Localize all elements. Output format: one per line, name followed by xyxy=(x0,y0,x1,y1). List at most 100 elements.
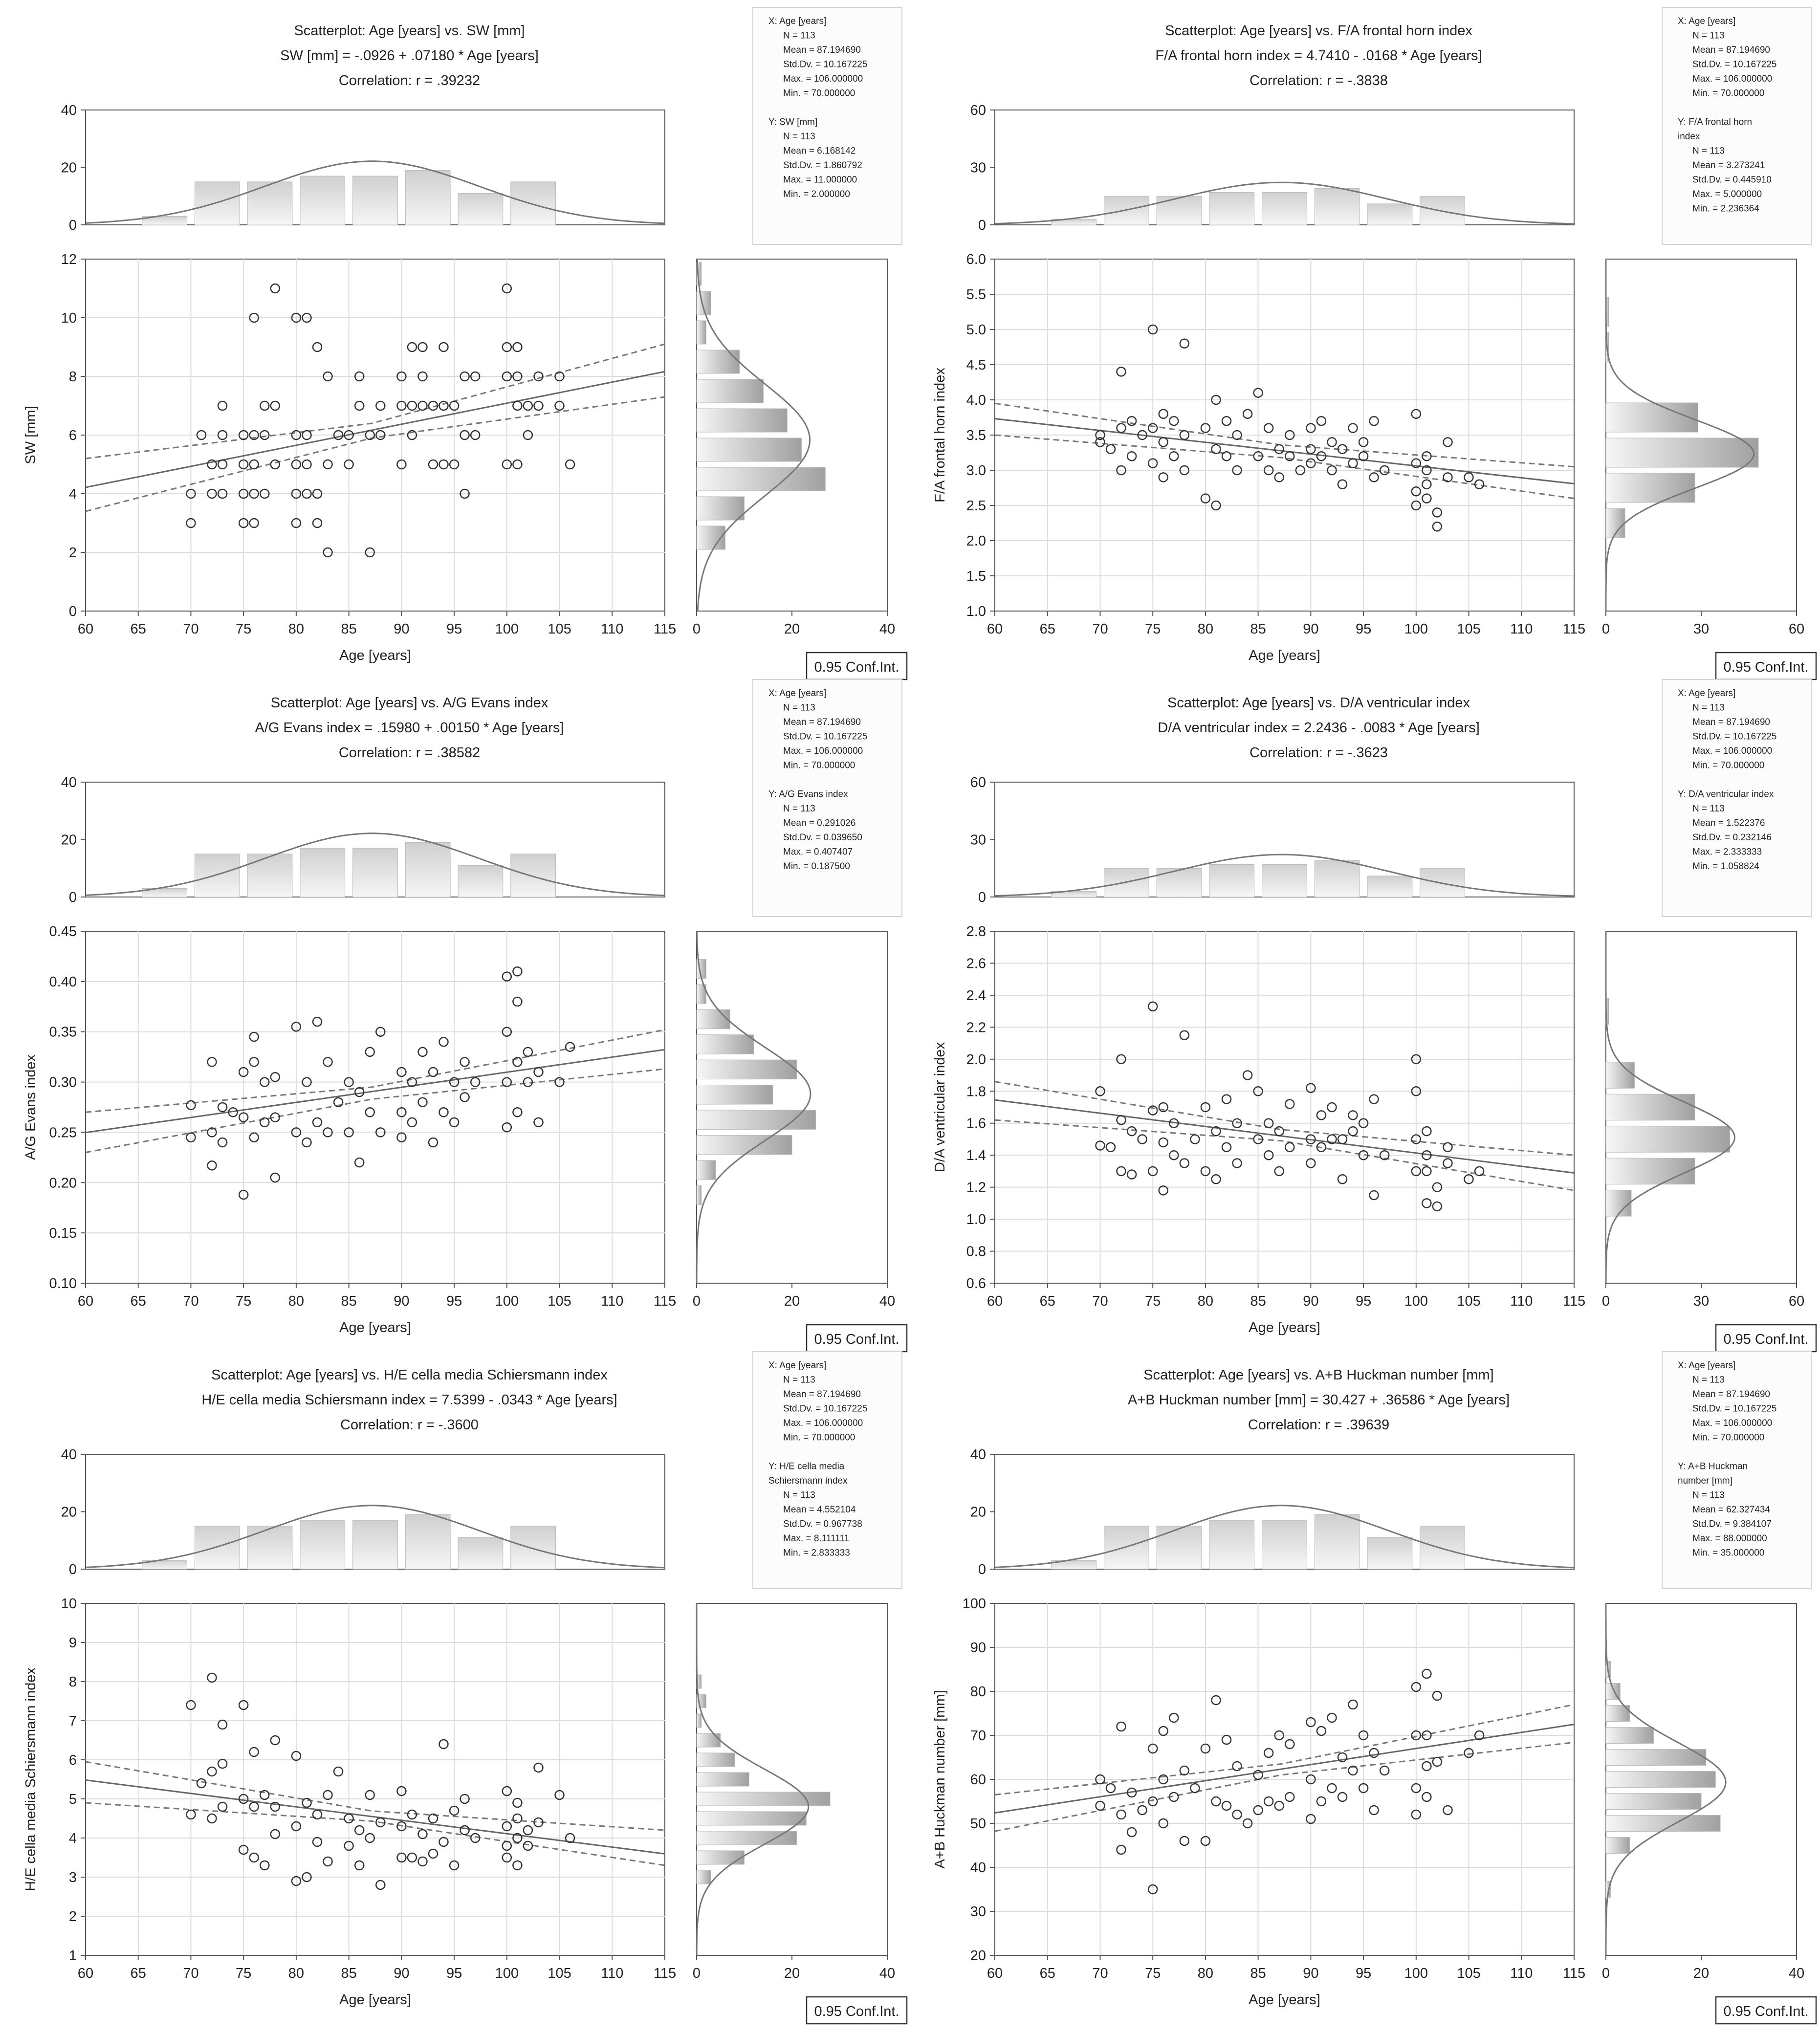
data-point xyxy=(302,1872,312,1882)
side-histogram-tick-label: 0 xyxy=(1602,1966,1610,1981)
data-point xyxy=(354,400,365,411)
data-point xyxy=(565,1042,575,1052)
side-histogram-tick-label: 40 xyxy=(1789,1966,1804,1981)
data-point xyxy=(270,1172,281,1183)
side-histogram-bar xyxy=(696,1733,721,1748)
data-point xyxy=(1369,1094,1379,1104)
data-point xyxy=(1169,1150,1179,1160)
stats-line: Schiersmann index xyxy=(768,1476,848,1486)
data-point xyxy=(1379,1150,1390,1160)
stats-box xyxy=(752,7,902,245)
y-tick-label: 100 xyxy=(963,1596,986,1612)
data-point xyxy=(1095,1774,1105,1785)
data-point xyxy=(1263,1118,1274,1128)
data-point xyxy=(1253,451,1263,461)
stats-line: Std.Dv. = 0.445910 xyxy=(1692,175,1772,185)
data-point xyxy=(449,400,460,411)
data-point xyxy=(249,1031,259,1042)
data-point xyxy=(1126,1126,1137,1137)
stats-line: N = 113 xyxy=(1692,1375,1725,1385)
x-axis-label: Age [years] xyxy=(1249,1992,1320,2008)
data-point xyxy=(502,1786,512,1796)
data-point xyxy=(1169,451,1179,461)
data-point xyxy=(1379,465,1390,476)
data-point xyxy=(1158,1726,1168,1736)
side-histogram-tick-label: 60 xyxy=(1789,1293,1804,1309)
stats-line: Max. = 106.000000 xyxy=(1692,1418,1772,1428)
stats-line: Mean = 87.194690 xyxy=(783,1389,861,1400)
data-point xyxy=(1116,1809,1126,1820)
side-histogram-bar xyxy=(1605,438,1759,468)
data-point xyxy=(270,283,281,294)
ci-legend-box xyxy=(806,1996,908,2025)
data-point xyxy=(1179,338,1190,349)
top-histogram-tick-label: 0 xyxy=(978,1562,986,1577)
x-tick-label: 95 xyxy=(1356,1293,1371,1309)
data-point xyxy=(1411,1682,1422,1692)
side-histogram-normal-curve xyxy=(696,259,811,612)
top-histogram-tick-label: 30 xyxy=(970,160,986,176)
data-point xyxy=(1411,1134,1422,1144)
data-point xyxy=(249,1747,259,1757)
top-histogram-normal-curve xyxy=(994,1505,1575,1569)
data-point xyxy=(1095,1086,1105,1096)
data-point xyxy=(439,1739,449,1750)
stats-line: N = 113 xyxy=(1692,146,1725,156)
data-point xyxy=(1232,465,1242,476)
data-point xyxy=(1179,1030,1190,1040)
data-point xyxy=(1253,388,1263,398)
x-tick-label: 90 xyxy=(394,1966,409,1981)
x-tick-label: 110 xyxy=(601,1966,623,1981)
regression-equation: D/A ventricular index = 2.2436 - .0083 *… xyxy=(1158,720,1480,736)
data-point xyxy=(1190,1134,1200,1144)
side-histogram-tick-label: 40 xyxy=(879,621,895,637)
data-point xyxy=(217,1719,228,1730)
top-histogram-bar xyxy=(194,181,240,225)
y-tick-label: 0.40 xyxy=(49,974,77,990)
data-point xyxy=(1126,416,1137,426)
stats-line: N = 113 xyxy=(783,1490,815,1501)
data-point xyxy=(375,1880,386,1890)
x-tick-label: 70 xyxy=(183,1966,198,1981)
stats-line: Mean = 4.552104 xyxy=(783,1505,856,1515)
correlation-label: Correlation: r = -.3623 xyxy=(1250,745,1388,761)
data-point xyxy=(196,430,207,440)
side-histogram-bar xyxy=(696,1752,735,1767)
side-histogram-bar xyxy=(1605,1158,1695,1185)
y-tick-label: 3.0 xyxy=(966,463,986,479)
top-histogram-bar xyxy=(247,1526,293,1570)
data-point xyxy=(1327,1102,1337,1113)
top-histogram-bar xyxy=(458,865,504,897)
data-point xyxy=(1443,1142,1453,1153)
top-histogram-bar xyxy=(247,853,293,897)
data-point xyxy=(1422,1668,1432,1679)
side-histogram-bar xyxy=(696,1772,749,1787)
data-point xyxy=(1232,1809,1242,1820)
stats-line: Min. = 70.000000 xyxy=(1692,88,1764,99)
data-point xyxy=(186,1700,196,1710)
regression-line xyxy=(994,417,1575,484)
ci-legend-label: 0.95 Conf.Int. xyxy=(814,2004,899,2019)
y-tick-label: 0.35 xyxy=(49,1025,77,1040)
stats-line: Std.Dv. = 10.167225 xyxy=(1692,1404,1776,1414)
top-histogram-bar xyxy=(1051,891,1096,897)
data-point xyxy=(333,1097,344,1107)
data-point xyxy=(217,1102,228,1113)
y-tick-label: 5.0 xyxy=(966,322,986,338)
top-histogram-bar xyxy=(1209,192,1255,225)
y-tick-label: 10 xyxy=(61,310,77,326)
data-point xyxy=(302,1137,312,1148)
ci-legend-label: 0.95 Conf.Int. xyxy=(1723,2004,1808,2019)
data-point xyxy=(1137,1805,1147,1816)
data-point xyxy=(523,1077,533,1087)
stats-line: Std.Dv. = 10.167225 xyxy=(783,60,867,70)
top-histogram-bar xyxy=(352,1520,398,1570)
stats-line: Std.Dv. = 10.167225 xyxy=(783,1404,867,1414)
data-point xyxy=(1263,423,1274,433)
top-histogram-bar xyxy=(1156,868,1202,897)
regression-equation: A+B Huckman number [mm] = 30.427 + .3658… xyxy=(1128,1392,1510,1408)
data-point xyxy=(470,1077,481,1087)
x-tick-label: 60 xyxy=(987,1293,1003,1309)
data-point xyxy=(1169,416,1179,426)
top-histogram-bar xyxy=(510,1526,556,1570)
